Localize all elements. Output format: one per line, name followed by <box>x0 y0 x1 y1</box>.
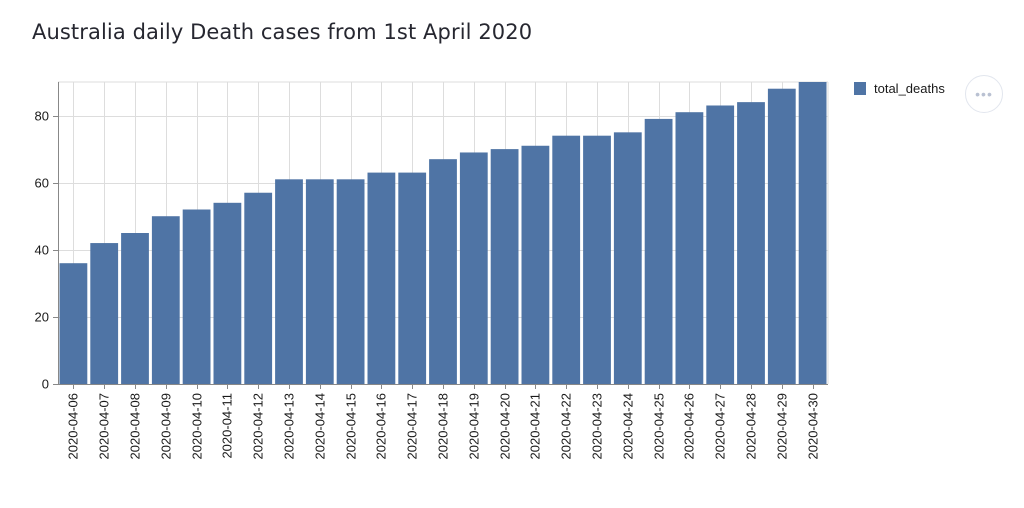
bar-2020-04-29 <box>767 88 796 384</box>
x-tick-label: 2020-04-20 <box>498 393 513 460</box>
bar-2020-04-23 <box>583 135 611 384</box>
y-tick-label: 20 <box>35 310 49 325</box>
bar-2020-04-17 <box>398 172 427 384</box>
y-tick-label: 40 <box>35 243 49 258</box>
x-tick-label: 2020-04-25 <box>652 393 667 460</box>
x-tick-label: 2020-04-21 <box>528 393 543 460</box>
x-tick-label: 2020-04-08 <box>128 393 143 460</box>
x-tick-label: 2020-04-06 <box>66 393 81 460</box>
legend-swatch-total-deaths <box>854 82 866 95</box>
x-tick-label: 2020-04-09 <box>159 393 174 460</box>
x-tick-label: 2020-04-24 <box>621 393 636 460</box>
x-tick-label: 2020-04-19 <box>467 393 482 460</box>
bar-2020-04-20 <box>490 149 519 384</box>
bar-2020-04-10 <box>182 209 211 384</box>
bar-2020-04-12 <box>244 192 273 384</box>
bar-2020-04-13 <box>275 179 303 384</box>
x-tick-label: 2020-04-22 <box>559 393 574 460</box>
x-tick-label: 2020-04-16 <box>374 393 389 460</box>
bar-2020-04-14 <box>305 179 334 384</box>
x-tick-label: 2020-04-27 <box>713 393 728 460</box>
y-tick-label: 80 <box>35 109 49 124</box>
legend-label-total-deaths: total_deaths <box>874 81 945 96</box>
y-tick-label: 0 <box>42 377 49 392</box>
bar-2020-04-19 <box>459 152 488 384</box>
bar-2020-04-16 <box>367 172 396 384</box>
x-tick-label: 2020-04-11 <box>220 393 235 459</box>
bar-2020-04-25 <box>644 118 673 385</box>
x-tick-label: 2020-04-07 <box>97 393 112 460</box>
y-tick-label: 60 <box>35 176 49 191</box>
x-tick-label: 2020-04-14 <box>313 393 328 460</box>
bar-2020-04-22 <box>552 135 581 384</box>
x-tick-label: 2020-04-17 <box>405 393 420 460</box>
x-tick-label: 2020-04-15 <box>344 393 359 460</box>
x-tick-label: 2020-04-13 <box>282 393 297 460</box>
bar-2020-04-28 <box>737 102 765 384</box>
bar-2020-04-08 <box>121 233 149 384</box>
ellipsis-icon: ••• <box>975 86 993 102</box>
bar-2020-04-26 <box>675 112 704 384</box>
x-tick-label: 2020-04-30 <box>806 393 821 460</box>
x-tick-label: 2020-04-29 <box>775 393 790 460</box>
bar-2020-04-09 <box>151 216 180 384</box>
x-tick-label: 2020-04-23 <box>590 393 605 460</box>
bar-2020-04-18 <box>429 159 457 384</box>
bar-2020-04-27 <box>706 105 735 384</box>
bar-2020-04-07 <box>90 243 119 384</box>
bar-2020-04-30 <box>798 82 827 384</box>
legend: total_deaths <box>854 81 945 96</box>
x-tick-label: 2020-04-12 <box>251 393 266 460</box>
bar-2020-04-11 <box>213 202 242 384</box>
chart-menu-button[interactable]: ••• <box>965 75 1003 113</box>
x-tick-label: 2020-04-10 <box>190 393 205 460</box>
bar-2020-04-06 <box>59 263 88 384</box>
x-tick-label: 2020-04-26 <box>682 393 697 460</box>
bar-2020-04-21 <box>521 145 550 384</box>
x-tick-label: 2020-04-28 <box>744 393 759 460</box>
chart-title: Australia daily Death cases from 1st Apr… <box>32 20 533 44</box>
bar-2020-04-15 <box>336 179 365 384</box>
x-tick-label: 2020-04-18 <box>436 393 451 460</box>
bar-2020-04-24 <box>613 132 642 384</box>
